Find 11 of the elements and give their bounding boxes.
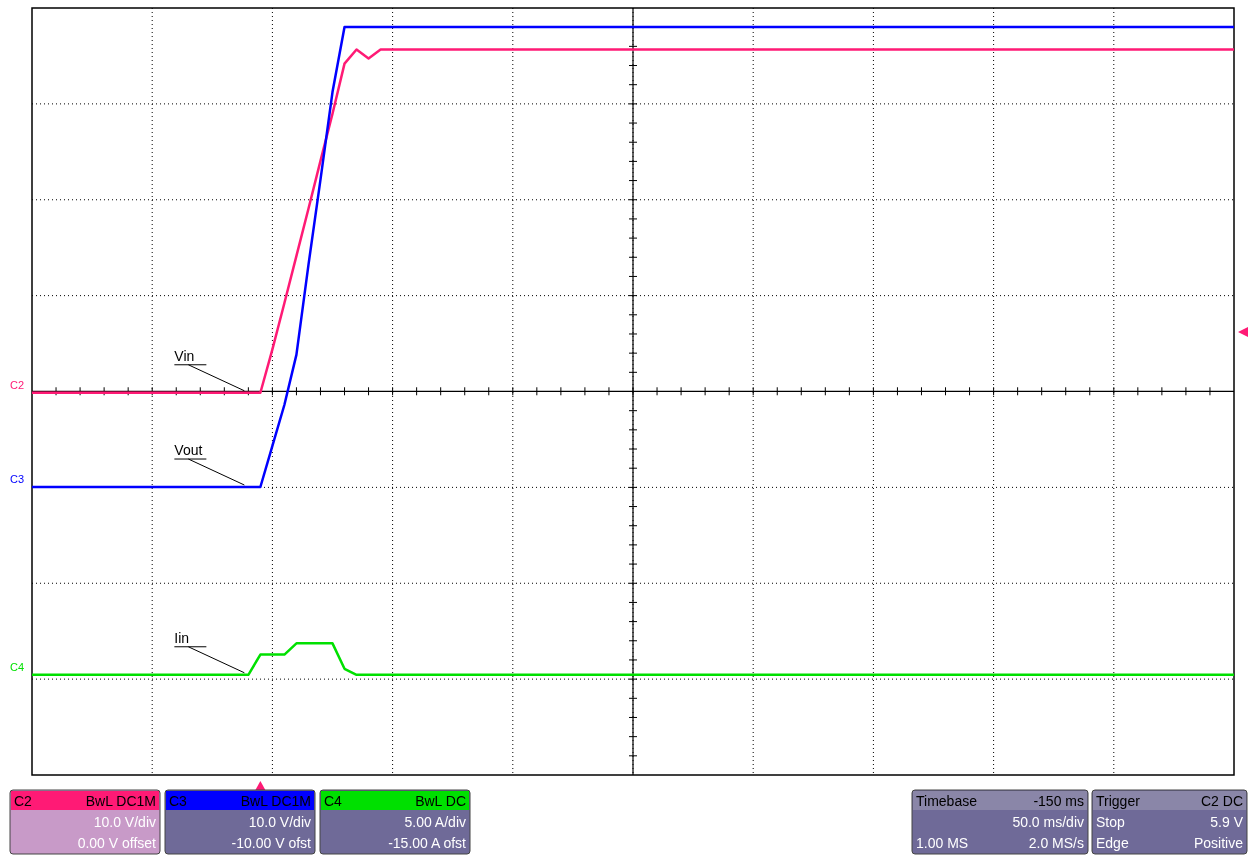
text: Trigger C2 DC Stop 5.9 V Edge Positive [1096,793,1243,851]
text: C2 BwL DC1M 10.0 V/div 0.00 V offset [14,793,156,851]
text: Iin [174,629,190,646]
text: C3 [10,473,25,486]
text: C4 [10,660,25,673]
text: C3 BwL DC1M 10.0 V/div -10.00 V ofst [169,793,311,851]
text: C4 BwL DC 5.00 A/div -15.00 A ofst [324,793,466,851]
text: Vin [174,347,195,364]
text: Vout [174,442,203,459]
text: Timebase -150 ms 50.0 ms/div 1.00 MS 2.0 MS/s [916,793,1084,851]
text: C2 [10,378,25,391]
